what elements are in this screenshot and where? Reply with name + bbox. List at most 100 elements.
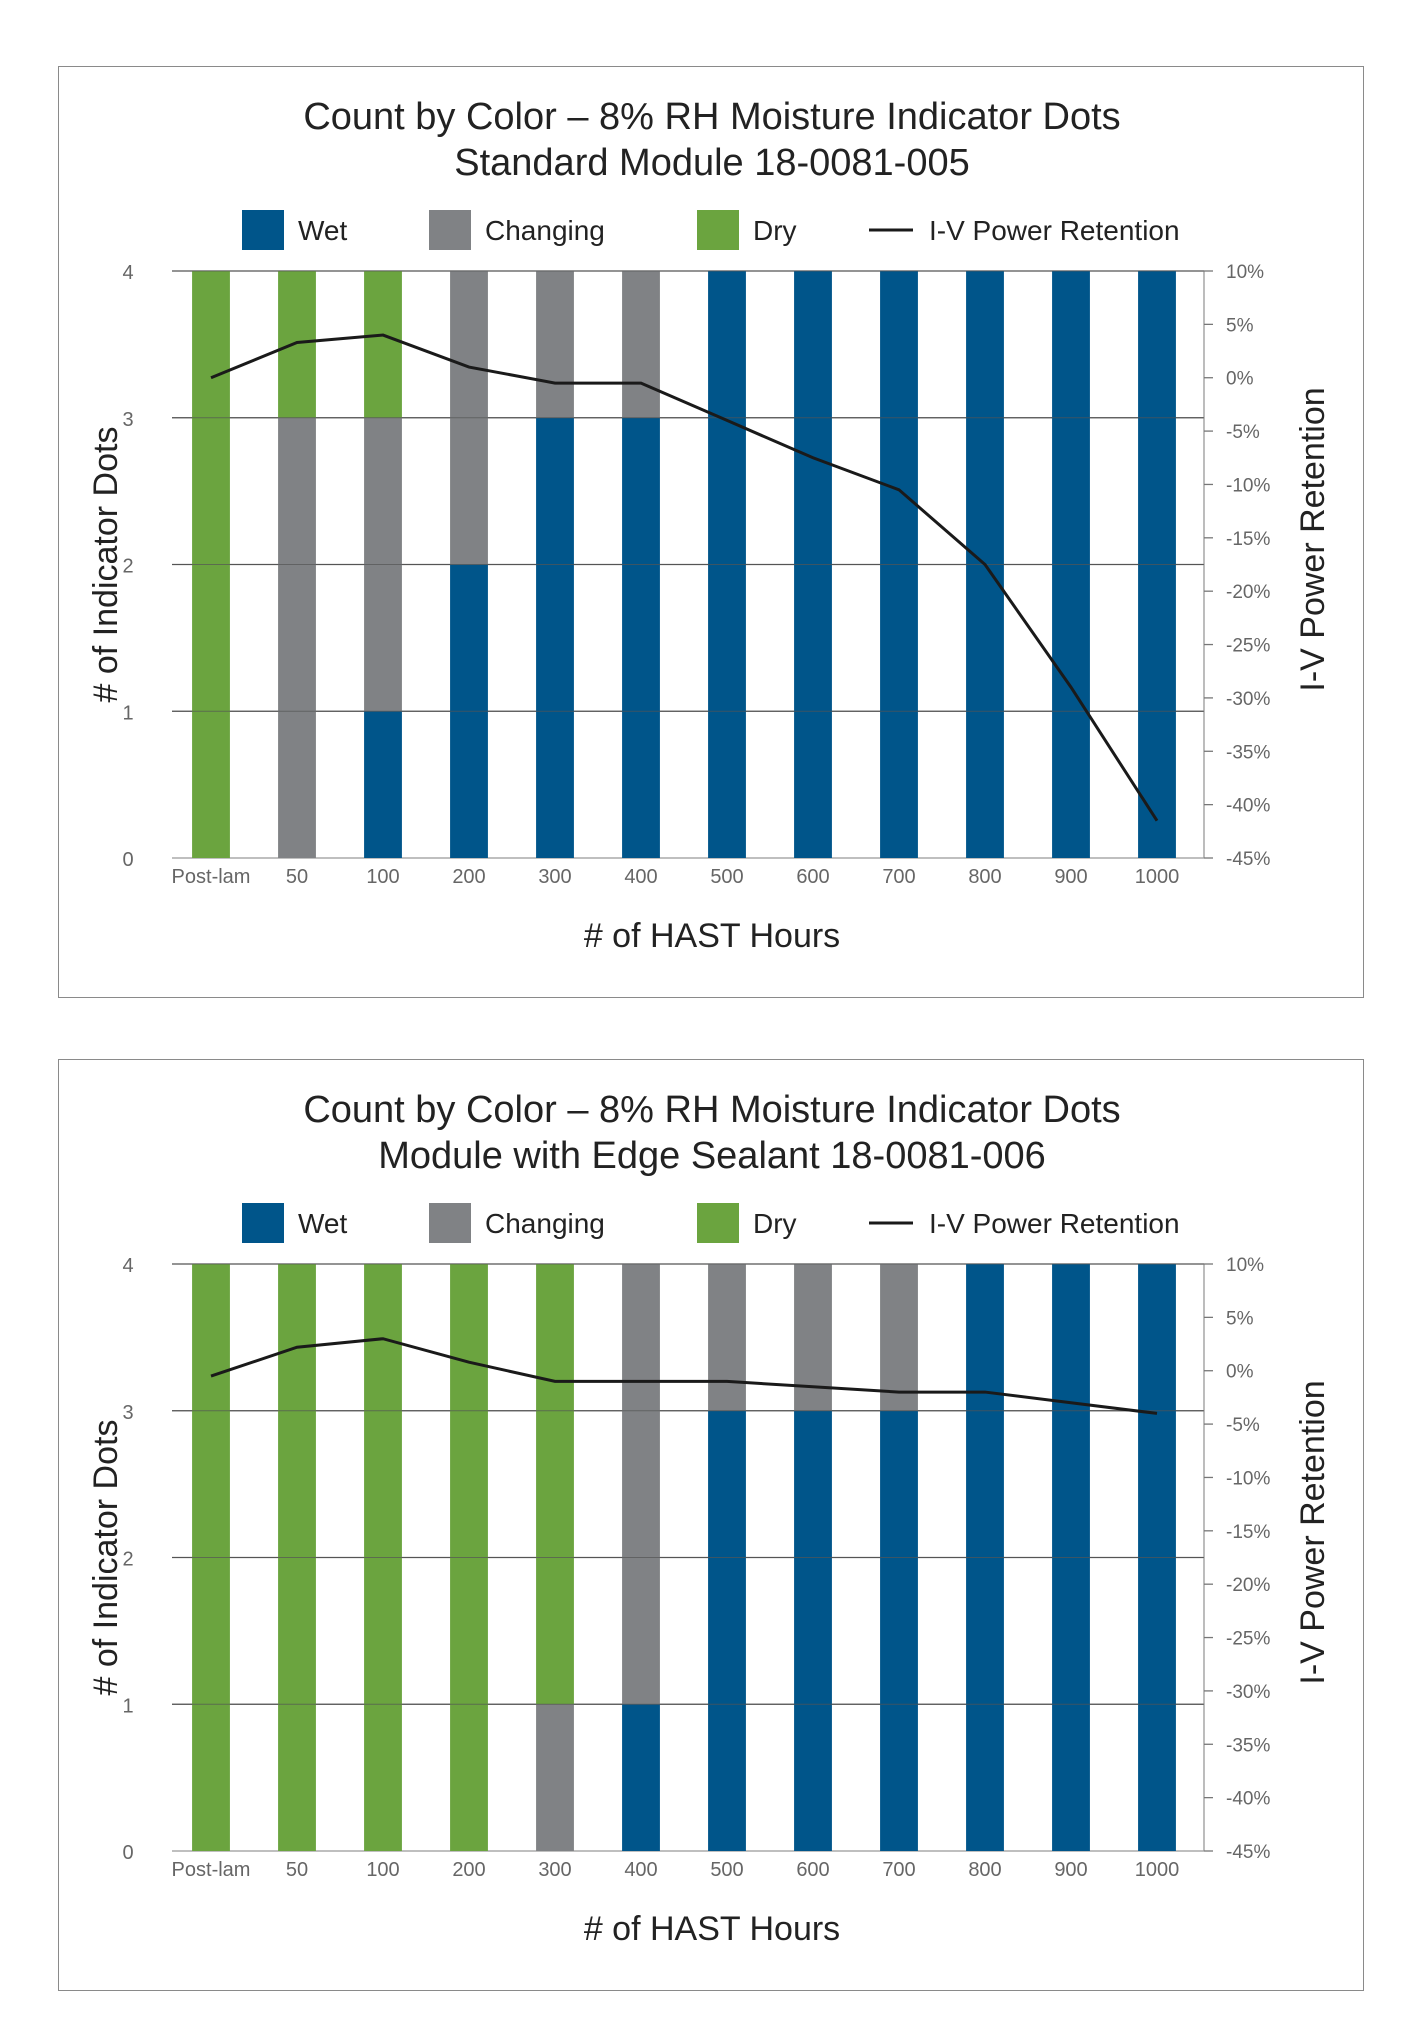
bar-dry (278, 271, 316, 418)
x-tick-label: 600 (796, 1859, 829, 1881)
x-tick-label: 700 (882, 1859, 915, 1881)
y2-tick-label: -15% (1226, 1522, 1270, 1543)
y2-tick-label: -20% (1226, 582, 1270, 603)
y2-tick-label: -5% (1226, 1415, 1260, 1436)
legend-label: Dry (753, 215, 797, 246)
x-tick-label: 50 (286, 1859, 308, 1881)
x-tick-label: 900 (1054, 866, 1087, 888)
y-tick-label: 1 (122, 1695, 133, 1717)
y-tick-label: 3 (122, 1402, 133, 1424)
chart-panel-edge-sealant-module: Count by Color – 8% RH Moisture Indicato… (58, 1059, 1364, 1991)
legend-label: I-V Power Retention (929, 215, 1180, 246)
bar-wet (536, 417, 574, 858)
y2-tick-label: 0% (1226, 369, 1254, 390)
y-tick-label: 1 (122, 702, 133, 724)
chart-standard-module: Count by Color – 8% RH Moisture Indicato… (87, 96, 1332, 955)
x-tick-label: 500 (710, 866, 743, 888)
y2-axis-title: I-V Power Retention (1294, 1380, 1332, 1684)
legend-label: Wet (298, 215, 347, 246)
y2-tick-label: -35% (1226, 1735, 1270, 1756)
y2-tick-label: 0% (1226, 1362, 1254, 1383)
line-power-retention (210, 333, 1159, 822)
legend-swatch-dry (697, 210, 739, 250)
y2-tick-label: -30% (1226, 1682, 1270, 1703)
legend-label: Wet (298, 1208, 347, 1239)
y2-tick-label: 10% (1226, 262, 1264, 283)
chart-edge-sealant-module: Count by Color – 8% RH Moisture Indicato… (87, 1089, 1332, 1948)
y2-tick-label: -45% (1226, 849, 1270, 870)
y2-tick-label: -15% (1226, 529, 1270, 550)
y-axis-title: # of Indicator Dots (87, 427, 125, 703)
y-tick-label: 3 (122, 409, 133, 431)
x-tick-label: 1000 (1135, 1859, 1180, 1881)
bar-wet (622, 1704, 660, 1851)
y-tick-label: 0 (122, 1842, 133, 1864)
x-tick-label: 500 (710, 1859, 743, 1881)
chart-title: Count by Color – 8% RH Moisture Indicato… (303, 96, 1120, 138)
bar-changing (622, 271, 660, 418)
legend-label: Changing (485, 1208, 605, 1239)
x-axis-title: # of HAST Hours (584, 1910, 840, 1948)
bar-wet (708, 1410, 746, 1851)
x-tick-label: Post-lam (172, 866, 251, 888)
x-tick-label: 800 (968, 866, 1001, 888)
y2-axis-title: I-V Power Retention (1294, 387, 1332, 691)
x-tick-label: 400 (624, 866, 657, 888)
y2-tick-label: 5% (1226, 1308, 1254, 1329)
bar-changing (708, 1264, 746, 1411)
y2-tick-label: -30% (1226, 689, 1270, 710)
x-tick-label: 600 (796, 866, 829, 888)
y2-tick-label: -10% (1226, 475, 1270, 496)
x-axis-title: # of HAST Hours (584, 917, 840, 955)
y2-tick-label: 5% (1226, 315, 1254, 336)
x-tick-label: Post-lam (172, 1859, 251, 1881)
bar-changing (622, 1264, 660, 1705)
x-tick-label: 300 (538, 866, 571, 888)
bar-wet (364, 711, 402, 858)
legend-swatch-changing (429, 1203, 471, 1243)
legend-label: I-V Power Retention (929, 1208, 1180, 1239)
y2-tick-label: 10% (1226, 1255, 1264, 1276)
bar-changing (536, 271, 574, 418)
y2-tick-label: -25% (1226, 636, 1270, 657)
y2-tick-label: -45% (1226, 1842, 1270, 1863)
y2-tick-label: -5% (1226, 422, 1260, 443)
x-tick-label: 400 (624, 1859, 657, 1881)
chart-panel-standard-module: Count by Color – 8% RH Moisture Indicato… (58, 66, 1364, 998)
x-tick-label: 50 (286, 866, 308, 888)
legend-label: Dry (753, 1208, 797, 1239)
y-tick-label: 4 (122, 262, 133, 284)
bar-wet (622, 417, 660, 858)
y2-tick-label: -10% (1226, 1468, 1270, 1489)
y-axis-title: # of Indicator Dots (87, 1420, 125, 1696)
legend-swatch-wet (242, 210, 284, 250)
x-tick-label: 200 (452, 866, 485, 888)
y-tick-label: 2 (122, 556, 133, 578)
line-power-retention (210, 1337, 1158, 1415)
y-tick-label: 0 (122, 849, 133, 871)
y-tick-label: 4 (122, 1255, 133, 1277)
bar-dry (364, 271, 402, 418)
y-tick-label: 2 (122, 1549, 133, 1571)
x-tick-label: 100 (366, 1859, 399, 1881)
x-tick-label: 1000 (1135, 866, 1180, 888)
x-tick-label: 100 (366, 866, 399, 888)
legend-swatch-changing (429, 210, 471, 250)
chart-title: Count by Color – 8% RH Moisture Indicato… (303, 1089, 1120, 1131)
x-tick-label: 300 (538, 1859, 571, 1881)
y2-tick-label: -40% (1226, 1789, 1270, 1810)
x-tick-label: 900 (1054, 1859, 1087, 1881)
x-tick-label: 800 (968, 1859, 1001, 1881)
bar-wet (880, 1410, 918, 1851)
chart-subtitle: Module with Edge Sealant 18-0081-006 (378, 1135, 1046, 1177)
legend-swatch-wet (242, 1203, 284, 1243)
bar-changing (536, 1704, 574, 1851)
legend-label: Changing (485, 215, 605, 246)
bar-wet (794, 1410, 832, 1851)
bar-dry (536, 1264, 574, 1705)
x-tick-label: 200 (452, 1859, 485, 1881)
y2-tick-label: -20% (1226, 1575, 1270, 1596)
y2-tick-label: -35% (1226, 742, 1270, 763)
y2-tick-label: -25% (1226, 1629, 1270, 1650)
chart-subtitle: Standard Module 18-0081-005 (454, 142, 970, 184)
